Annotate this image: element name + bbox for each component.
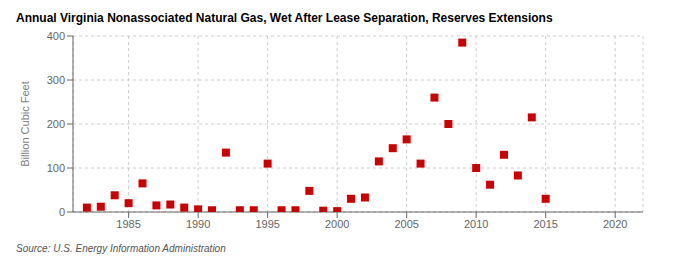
- svg-text:2015: 2015: [533, 218, 557, 230]
- svg-text:1985: 1985: [116, 218, 140, 230]
- svg-text:2010: 2010: [464, 218, 488, 230]
- svg-text:1995: 1995: [255, 218, 279, 230]
- html-text:Source: U.S. Energy Informatio: Source: U.S. Energy Information Administ…: [16, 243, 226, 254]
- svg-text:0: 0: [59, 206, 65, 218]
- svg-text:2020: 2020: [603, 218, 627, 230]
- html-text:Annual Virginia Nonassociated: Annual Virginia Nonassociated Natural Ga…: [16, 11, 553, 25]
- svg-text:300: 300: [47, 74, 65, 86]
- svg-text:1990: 1990: [186, 218, 210, 230]
- svg-text:400: 400: [47, 30, 65, 42]
- svg-text:200: 200: [47, 118, 65, 130]
- svg-text:100: 100: [47, 162, 65, 174]
- svg-text:2005: 2005: [394, 218, 418, 230]
- svg-text:Billion Cubic Feet: Billion Cubic Feet: [19, 81, 31, 167]
- svg-text:2000: 2000: [325, 218, 349, 230]
